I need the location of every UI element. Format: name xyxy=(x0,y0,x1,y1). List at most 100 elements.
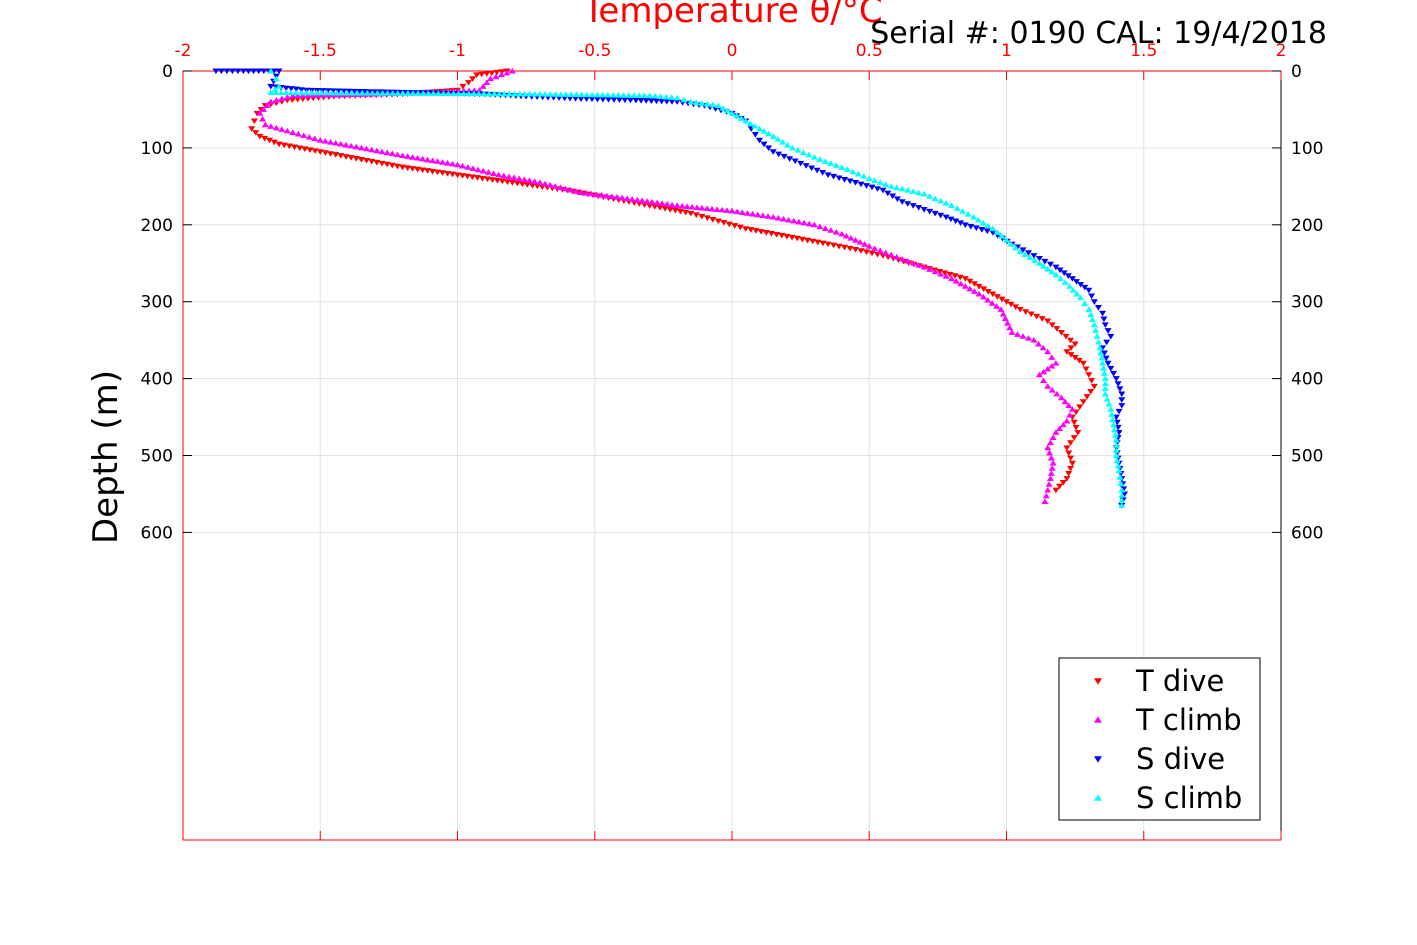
data-point xyxy=(488,70,496,77)
data-point xyxy=(752,228,760,234)
series-t-dive xyxy=(248,68,1098,494)
data-point xyxy=(979,293,987,300)
data-point xyxy=(263,102,271,109)
data-point xyxy=(887,183,895,189)
data-point xyxy=(473,175,481,181)
data-point xyxy=(873,186,881,192)
data-point xyxy=(1072,279,1080,285)
data-point xyxy=(765,145,773,152)
data-point xyxy=(283,127,291,134)
data-point xyxy=(283,93,291,100)
data-point xyxy=(1101,322,1109,328)
data-point xyxy=(1076,404,1084,410)
data-point xyxy=(909,188,917,194)
data-point xyxy=(703,205,711,211)
data-point xyxy=(419,90,427,96)
x-tick-label: 1 xyxy=(1001,41,1012,61)
y-tick-label-right: 400 xyxy=(1291,370,1323,390)
data-point xyxy=(1110,426,1118,433)
data-point xyxy=(904,201,912,207)
data-point xyxy=(1067,337,1075,344)
data-point xyxy=(1107,365,1115,372)
data-point xyxy=(337,153,345,159)
data-point xyxy=(623,195,631,202)
data-point xyxy=(661,206,669,212)
data-point xyxy=(541,90,549,97)
data-point xyxy=(1003,237,1010,243)
data-point xyxy=(1022,309,1030,315)
data-point xyxy=(998,233,1006,239)
data-point xyxy=(794,147,802,153)
data-point xyxy=(759,212,767,219)
data-point xyxy=(668,99,676,105)
data-point xyxy=(234,68,242,75)
data-point xyxy=(723,107,731,114)
data-point xyxy=(393,151,401,158)
data-point xyxy=(551,183,559,189)
data-point xyxy=(388,150,396,157)
data-point xyxy=(366,89,374,95)
data-point xyxy=(368,158,376,165)
data-point xyxy=(860,173,868,179)
data-point xyxy=(1077,294,1085,301)
data-point xyxy=(311,148,319,154)
data-point xyxy=(984,222,992,229)
data-point xyxy=(332,152,340,158)
data-point xyxy=(966,278,974,285)
data-point xyxy=(1068,460,1076,467)
data-point xyxy=(353,89,361,96)
data-point xyxy=(978,226,986,233)
data-point xyxy=(217,68,225,75)
data-point xyxy=(698,204,706,211)
data-point xyxy=(1093,333,1101,339)
data-point xyxy=(414,90,422,96)
data-point xyxy=(1116,386,1124,393)
data-point xyxy=(493,69,501,76)
data-point xyxy=(755,137,763,144)
data-point xyxy=(282,89,290,96)
data-point xyxy=(827,160,835,166)
data-points xyxy=(212,67,1129,509)
data-point xyxy=(306,147,314,153)
data-point xyxy=(518,181,526,188)
data-point xyxy=(270,139,278,146)
data-point xyxy=(638,197,646,204)
data-point xyxy=(780,153,788,160)
data-point xyxy=(282,85,290,92)
data-point xyxy=(363,157,371,164)
data-point xyxy=(637,97,645,104)
data-point xyxy=(1035,371,1043,378)
x-tick-label: 0 xyxy=(727,41,738,61)
data-point xyxy=(984,297,992,303)
data-point xyxy=(323,89,331,96)
data-point xyxy=(723,207,731,213)
data-point xyxy=(444,170,452,177)
data-point xyxy=(1114,462,1122,469)
data-point xyxy=(429,90,437,96)
data-point xyxy=(773,231,781,238)
data-point xyxy=(819,170,827,176)
data-point xyxy=(419,167,427,174)
data-point xyxy=(666,206,674,213)
data-point xyxy=(909,203,917,209)
data-point xyxy=(849,168,857,175)
data-point xyxy=(865,175,873,182)
data-point xyxy=(248,126,256,132)
data-point xyxy=(536,179,544,185)
data-point xyxy=(970,213,978,220)
data-point xyxy=(630,92,638,98)
data-point xyxy=(424,156,432,163)
data-point xyxy=(267,83,275,90)
data-point xyxy=(352,143,360,150)
data-point xyxy=(757,229,765,235)
data-point xyxy=(604,97,612,103)
data-point xyxy=(1004,320,1012,326)
series-s-dive xyxy=(212,68,1129,509)
data-point xyxy=(993,229,1001,235)
data-point xyxy=(830,242,838,249)
data-point xyxy=(1007,301,1015,308)
data-point xyxy=(355,88,363,95)
data-point xyxy=(478,71,486,78)
data-point xyxy=(566,95,574,102)
data-point xyxy=(311,135,319,142)
